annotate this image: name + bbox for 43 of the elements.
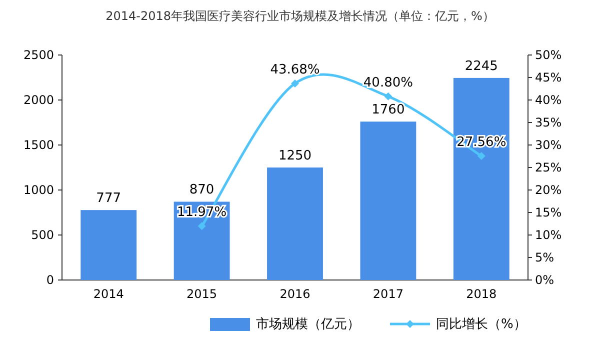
data-label: 43.68% [270,62,320,78]
legend-label: 市场规模（亿元） [256,317,360,332]
y2-tick-label: 45% [535,70,562,84]
bar [267,168,323,280]
y-tick-label: 2500 [23,48,54,62]
bar [360,122,416,280]
data-label: 11.97% [177,205,227,220]
bar [174,202,230,280]
y2-tick-label: 35% [535,116,562,130]
y-tick-label: 0 [46,273,54,287]
y2-tick-label: 25% [535,160,562,174]
x-tick-label: 2014 [93,287,124,301]
data-label: 870 [189,182,214,198]
y2-tick-label: 40% [535,93,562,107]
data-label: 40.80% [363,75,413,90]
y2-tick-label: 5% [535,250,554,264]
bar [80,210,137,280]
data-label: 777 [96,191,122,206]
x-tick-label: 2017 [372,287,404,301]
legend-label: 同比增长（%） [436,317,526,332]
bar [453,78,510,280]
y2-tick-label: 0% [535,273,554,287]
y2-tick-label: 30% [535,138,562,152]
data-label: 27.56% [456,134,506,150]
y-tick-label: 1000 [23,183,54,197]
chart-title: 2014-2018年我国医疗美容行业市场规模及增长情况（单位：亿元，%） [106,9,494,23]
y2-tick-label: 15% [535,206,562,220]
point [291,79,299,88]
y-tick-label: 1500 [23,138,54,152]
y2-tick-label: 50% [535,48,562,62]
point [477,152,486,160]
point [198,222,206,230]
data-label: 1760 [372,102,405,118]
y-tick-label: 500 [31,228,54,242]
point [384,92,392,100]
y2-tick-label: 20% [535,183,562,197]
data-label: 2245 [464,58,498,74]
x-tick-label: 2018 [466,287,497,301]
y2-tick-label: 10% [535,228,562,242]
y-tick-label: 2000 [23,93,54,107]
x-tick-label: 2016 [280,287,310,301]
x-tick-label: 2015 [186,287,218,301]
data-label: 1250 [278,148,312,164]
